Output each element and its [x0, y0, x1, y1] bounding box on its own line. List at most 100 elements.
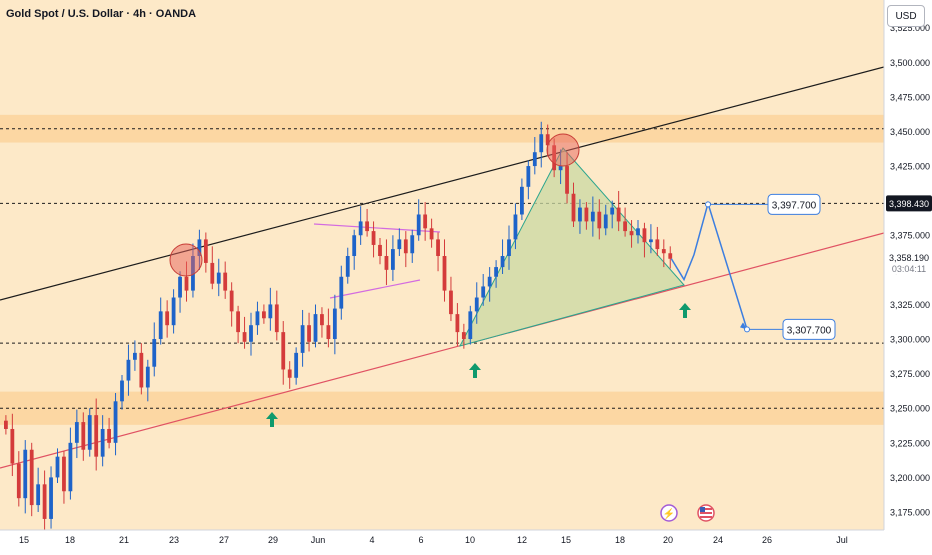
candle	[332, 294, 337, 355]
candle	[468, 305, 473, 345]
candle	[4, 415, 8, 435]
candle	[403, 231, 408, 268]
time-axis-panel[interactable]	[0, 530, 884, 550]
candle	[616, 190, 621, 232]
candle	[55, 448, 60, 483]
x-tick-label: 6	[418, 535, 423, 545]
candle	[526, 160, 531, 200]
candle	[590, 196, 595, 237]
current-price-label: 3,398.430	[889, 199, 929, 209]
plot-background	[0, 0, 884, 530]
candle	[461, 323, 466, 349]
symbol-title: Gold Spot / U.S. Dollar · 4h · OANDA	[6, 8, 197, 20]
lightning-icon[interactable]: ⚡	[660, 504, 678, 522]
projection-path[interactable]	[670, 200, 748, 330]
y-tick-label: 3,500.000	[890, 58, 930, 68]
candle	[449, 276, 453, 322]
x-tick-label: 29	[268, 535, 278, 545]
candle	[371, 221, 376, 258]
candle	[507, 225, 511, 270]
candle	[165, 300, 170, 338]
x-tick-label: 27	[219, 535, 229, 545]
x-tick-label: 21	[119, 535, 129, 545]
y-tick-label: 3,225.000	[890, 438, 930, 448]
candle	[262, 304, 266, 324]
lower-target-callout[interactable]: 3,307.700	[782, 318, 836, 340]
triangle-pattern[interactable]	[459, 147, 685, 347]
upper-target-callout[interactable]: 3,397.700	[767, 193, 821, 215]
us-flag-icon[interactable]	[697, 504, 715, 522]
candle	[436, 232, 440, 272]
x-tick-label: Jun	[311, 535, 326, 545]
candle	[268, 287, 273, 331]
candle	[281, 321, 286, 385]
current-price-tag: 3,398.430	[886, 195, 932, 212]
candle	[378, 238, 382, 265]
candle	[416, 199, 421, 241]
x-tick-label: Jul	[836, 535, 848, 545]
candle	[81, 412, 86, 461]
y-tick-label: 3,175.000	[890, 508, 930, 518]
candle	[642, 222, 647, 258]
candle	[203, 232, 208, 273]
flag-lower-line[interactable]	[329, 279, 421, 299]
candle	[410, 229, 415, 263]
up-arrow-marker[interactable]	[679, 303, 691, 318]
x-tick-label: 18	[615, 535, 625, 545]
candle	[668, 246, 673, 269]
candle	[603, 204, 608, 236]
candle	[578, 199, 582, 234]
candle	[352, 229, 357, 270]
candle	[623, 207, 627, 237]
candle	[255, 301, 260, 335]
candle	[539, 121, 544, 168]
up-arrow-marker[interactable]	[266, 412, 278, 427]
lower-target-callout-anchor	[744, 326, 750, 333]
candle	[126, 344, 131, 396]
candle	[655, 226, 660, 257]
candle	[294, 347, 299, 385]
y-tick-label: 3,250.000	[890, 404, 930, 414]
candle	[236, 305, 240, 344]
candle	[339, 265, 344, 320]
candle	[391, 235, 395, 281]
countdown-label: 03:04:11	[892, 264, 926, 274]
candle	[216, 258, 221, 297]
x-tick-label: 26	[762, 535, 772, 545]
lower-target-callout-label: 3,307.700	[787, 325, 832, 336]
candle	[636, 220, 640, 244]
resistance-circle[interactable]	[546, 133, 580, 167]
candle	[274, 290, 279, 341]
y-tick-label: 3,300.000	[890, 335, 930, 345]
candle	[481, 273, 486, 306]
y-tick-label: 3,425.000	[890, 162, 930, 172]
candle	[94, 398, 99, 471]
candle	[610, 200, 615, 229]
candle	[313, 304, 318, 348]
resistance-circle[interactable]	[169, 243, 203, 277]
y-tick-label: 3,200.000	[890, 473, 930, 483]
candle	[249, 312, 253, 356]
currency-button[interactable]: USD	[887, 5, 925, 27]
candle	[242, 316, 247, 349]
candle	[23, 440, 28, 514]
x-tick-label: 12	[517, 535, 527, 545]
candle	[629, 220, 634, 248]
y-tick-label: 3,375.000	[890, 231, 930, 241]
x-tick-label: 20	[663, 535, 673, 545]
candle	[74, 409, 79, 459]
candle	[571, 182, 576, 227]
candle	[120, 375, 124, 410]
candle	[320, 307, 324, 338]
up-arrow-marker[interactable]	[469, 363, 481, 378]
candle	[223, 261, 228, 299]
channel-top-line[interactable]	[0, 66, 884, 301]
candle	[100, 415, 105, 467]
candle	[210, 246, 215, 290]
channel-bottom-line[interactable]	[0, 232, 884, 469]
price-axis-panel[interactable]	[884, 0, 932, 550]
candle	[500, 239, 505, 274]
